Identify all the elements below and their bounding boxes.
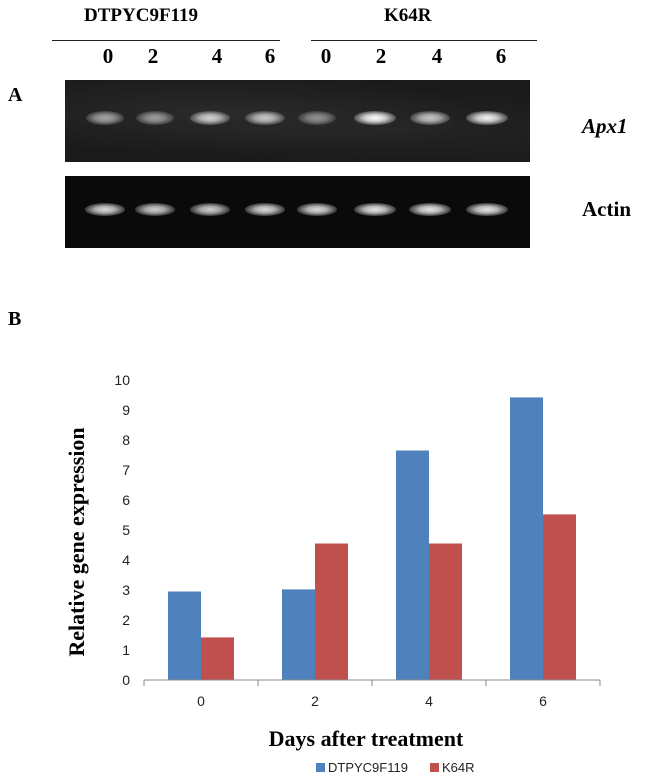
lane-label: 2 bbox=[147, 44, 159, 68]
lane-label: 4 bbox=[431, 44, 443, 68]
lane-label: 4 bbox=[211, 44, 223, 68]
gene-label-actin: Actin bbox=[582, 197, 631, 221]
gel-band bbox=[245, 111, 285, 125]
x-tick-label: 4 bbox=[425, 693, 433, 709]
bar-dtpyc9f119 bbox=[510, 397, 543, 680]
gel-band bbox=[135, 111, 175, 125]
legend-swatch bbox=[316, 763, 325, 772]
group-title-1: DTPYC9F119 bbox=[84, 5, 198, 26]
gel-band bbox=[409, 202, 451, 216]
y-tick-label: 9 bbox=[122, 402, 130, 418]
legend-label: K64R bbox=[442, 760, 475, 775]
apx1-gel-image bbox=[65, 80, 530, 162]
gel-band bbox=[466, 202, 508, 216]
x-tick-label: 6 bbox=[539, 693, 547, 709]
lane-label: 0 bbox=[102, 44, 114, 68]
group-title-2: K64R bbox=[384, 5, 432, 26]
legend-swatch bbox=[430, 763, 439, 772]
legend-label: DTPYC9F119 bbox=[328, 760, 408, 775]
gel-band bbox=[189, 202, 231, 216]
y-tick-label: 4 bbox=[122, 552, 130, 568]
group-underline-2 bbox=[311, 40, 537, 41]
y-tick-label: 7 bbox=[122, 462, 130, 478]
lane-label: 6 bbox=[495, 44, 507, 68]
y-tick-label: 8 bbox=[122, 432, 130, 448]
gel-band bbox=[410, 111, 450, 125]
gel-band bbox=[298, 111, 336, 125]
y-tick-label: 2 bbox=[122, 612, 130, 628]
bar-k64r bbox=[201, 637, 234, 680]
gel-band bbox=[189, 111, 231, 125]
bar-k64r bbox=[315, 543, 348, 680]
y-tick-label: 0 bbox=[122, 672, 130, 688]
bar-dtpyc9f119 bbox=[168, 591, 201, 680]
gel-band bbox=[244, 202, 286, 216]
gel-band bbox=[296, 202, 338, 216]
actin-gel-image bbox=[65, 176, 530, 248]
lane-label: 2 bbox=[375, 44, 387, 68]
y-tick-label: 10 bbox=[114, 372, 130, 388]
y-tick-label: 1 bbox=[122, 642, 130, 658]
panel-a-label: A bbox=[8, 84, 23, 106]
gel-band bbox=[134, 202, 176, 216]
lane-label: 0 bbox=[320, 44, 332, 68]
bar-k64r bbox=[543, 514, 576, 680]
gel-band bbox=[354, 111, 396, 125]
lane-label: 6 bbox=[264, 44, 276, 68]
x-axis-title: Days after treatment bbox=[269, 726, 464, 751]
y-axis-title: Relative gene expression bbox=[64, 427, 89, 656]
gel-band bbox=[84, 202, 126, 216]
x-tick-label: 0 bbox=[197, 693, 205, 709]
y-tick-label: 3 bbox=[122, 582, 130, 598]
x-tick-label: 2 bbox=[311, 693, 319, 709]
bar-dtpyc9f119 bbox=[282, 589, 315, 680]
bar-chart: 0 1 2 3 4 5 6 7 8 9 10 0 2 4 6 Relative gene expressi… bbox=[64, 372, 601, 775]
y-tick-label: 5 bbox=[122, 522, 130, 538]
y-tick-label: 6 bbox=[122, 492, 130, 508]
gel-band bbox=[354, 202, 396, 216]
gel-band bbox=[85, 111, 125, 125]
gene-label-apx1: Apx1 bbox=[582, 114, 628, 138]
bar-k64r bbox=[429, 543, 462, 680]
group-underline-1 bbox=[52, 40, 280, 41]
bar-dtpyc9f119 bbox=[396, 450, 429, 680]
panel-b-label: B bbox=[8, 308, 22, 330]
gel-band bbox=[466, 111, 508, 125]
